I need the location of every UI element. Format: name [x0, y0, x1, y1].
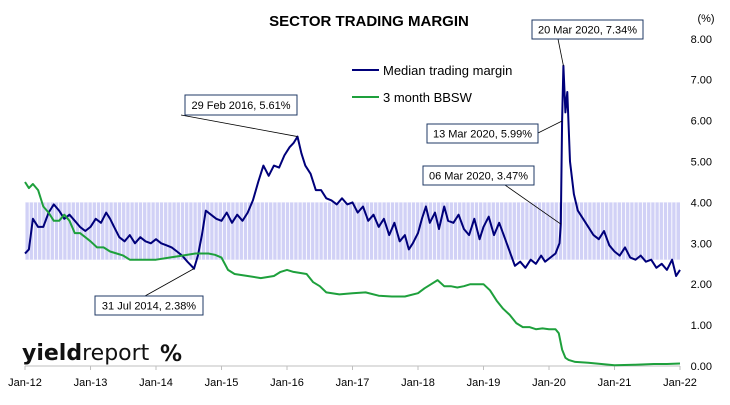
- annotation-leader: [557, 38, 564, 66]
- series-3-month-bbsw: [24, 181, 681, 367]
- annotation-label: 13 Mar 2020, 5.99%: [433, 129, 532, 141]
- annotation-box: [422, 165, 535, 186]
- annotation-box: [531, 19, 644, 40]
- legend-label: 3 month BBSW: [383, 90, 473, 105]
- y-tick-label: 3.00: [691, 238, 712, 250]
- annotation-leader: [504, 184, 562, 225]
- y-tick-label: 5.00: [691, 157, 712, 169]
- brand-name-thin: report: [82, 341, 150, 366]
- x-tick-label: Jan-18: [401, 377, 435, 389]
- y-tick-label: 6.00: [691, 116, 712, 128]
- legend: Median trading margin 3 month BBSW: [352, 63, 512, 105]
- y-axis-unit-label: (%): [697, 13, 714, 25]
- axes: Jan-12 Jan-13 Jan-14 Jan-15 Jan-16 Jan-17 Jan-…: [8, 34, 712, 389]
- annotation-label: 06 Mar 2020, 3.47%: [429, 171, 528, 183]
- annotation-leader: [144, 268, 195, 297]
- annotation-label: 20 Mar 2020, 7.34%: [538, 25, 637, 37]
- y-tick-label: 7.00: [691, 75, 712, 87]
- x-tick-label: Jan-20: [532, 377, 566, 389]
- series-median-trading-margin: [24, 64, 681, 277]
- brand-percent-icon: %: [160, 342, 182, 367]
- annotation-box: [426, 123, 539, 144]
- svg-text:yieldreport: yieldreport: [22, 341, 150, 366]
- annotations: 29 Feb 2016, 5.61% 31 Jul 2014, 2.38% 20 M…: [94, 19, 644, 316]
- y-tick-label: 4.00: [691, 197, 712, 209]
- shaded-band: [24, 202, 680, 260]
- x-tick-label: Jan-15: [205, 377, 239, 389]
- brand-name-bold: yield: [22, 341, 82, 366]
- x-tick-label: Jan-22: [663, 377, 697, 389]
- y-tick-label: 8.00: [691, 34, 712, 46]
- y-tick-label: 1.00: [691, 320, 712, 332]
- x-tick-label: Jan-13: [74, 377, 108, 389]
- x-tick-label: Jan-17: [336, 377, 370, 389]
- chart-title: SECTOR TRADING MARGIN: [269, 13, 469, 30]
- y-tick-label: 2.00: [691, 279, 712, 291]
- annotation-leader: [180, 114, 298, 137]
- x-tick-label: Jan-12: [8, 377, 42, 389]
- series-lines: [24, 64, 681, 367]
- annotation-box: [184, 94, 298, 116]
- x-tick-label: Jan-16: [270, 377, 304, 389]
- annotation-label: 31 Jul 2014, 2.38%: [102, 301, 196, 313]
- y-tick-label: 0.00: [691, 361, 712, 373]
- x-tick-label: Jan-19: [467, 377, 501, 389]
- x-tick-label: Jan-21: [598, 377, 632, 389]
- brand-logo: yieldreport %: [22, 341, 182, 367]
- x-tick-label: Jan-14: [139, 377, 173, 389]
- legend-label: Median trading margin: [383, 63, 512, 78]
- annotation-box: [94, 295, 204, 316]
- annotation-label: 29 Feb 2016, 5.61%: [191, 100, 290, 112]
- annotation-leader: [537, 120, 563, 134]
